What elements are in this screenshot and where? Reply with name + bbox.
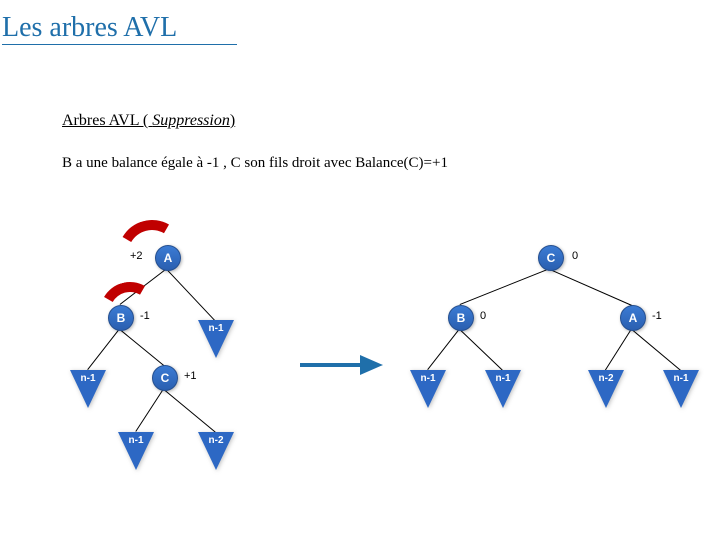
right-a-left-triangle-label: n-2 (590, 373, 622, 384)
right-node-a: A (620, 305, 646, 331)
left-c-left-triangle-label: n-1 (120, 435, 152, 446)
tree-edge (427, 328, 460, 370)
left-node-c-balance-label: +1 (184, 370, 197, 382)
diagram-stage: n-1n-1n-1n-2n-1n-1n-2n-1A+2B-1C+1C0B0A-1 (0, 0, 720, 540)
left-node-a-balance-label: +2 (130, 250, 143, 262)
tree-edge (605, 328, 632, 370)
left-node-b: B (108, 305, 134, 331)
right-b-right-triangle: n-1 (485, 370, 521, 408)
tree-edge (631, 329, 681, 371)
tree-edge (460, 268, 550, 305)
right-b-left-triangle-label: n-1 (412, 373, 444, 384)
right-node-b-balance-label: 0 (480, 310, 486, 322)
right-a-left-triangle: n-2 (588, 370, 624, 408)
right-b-left-triangle: n-1 (410, 370, 446, 408)
left-node-c: C (152, 365, 178, 391)
tree-edge (459, 329, 503, 371)
left-subtree-triangle: n-1 (70, 370, 106, 408)
left-node-b-balance-label: -1 (140, 310, 150, 322)
left-right-subtree-triangle: n-1 (198, 320, 234, 358)
right-a-right-triangle: n-1 (663, 370, 699, 408)
left-c-left-triangle: n-1 (118, 432, 154, 470)
tree-edge (549, 269, 632, 306)
right-node-c-balance-label: 0 (572, 250, 578, 262)
tree-edge (163, 389, 216, 433)
left-right-subtree-triangle-label: n-1 (200, 323, 232, 334)
right-node-a-balance-label: -1 (652, 310, 662, 322)
left-c-right-triangle-label: n-2 (200, 435, 232, 446)
transform-arrow-icon (295, 345, 395, 385)
right-node-c: C (538, 245, 564, 271)
right-node-b: B (448, 305, 474, 331)
left-node-a: A (155, 245, 181, 271)
tree-edge (135, 388, 164, 432)
left-subtree-triangle-label: n-1 (72, 373, 104, 384)
right-b-right-triangle-label: n-1 (487, 373, 519, 384)
left-c-right-triangle: n-2 (198, 432, 234, 470)
right-a-right-triangle-label: n-1 (665, 373, 697, 384)
